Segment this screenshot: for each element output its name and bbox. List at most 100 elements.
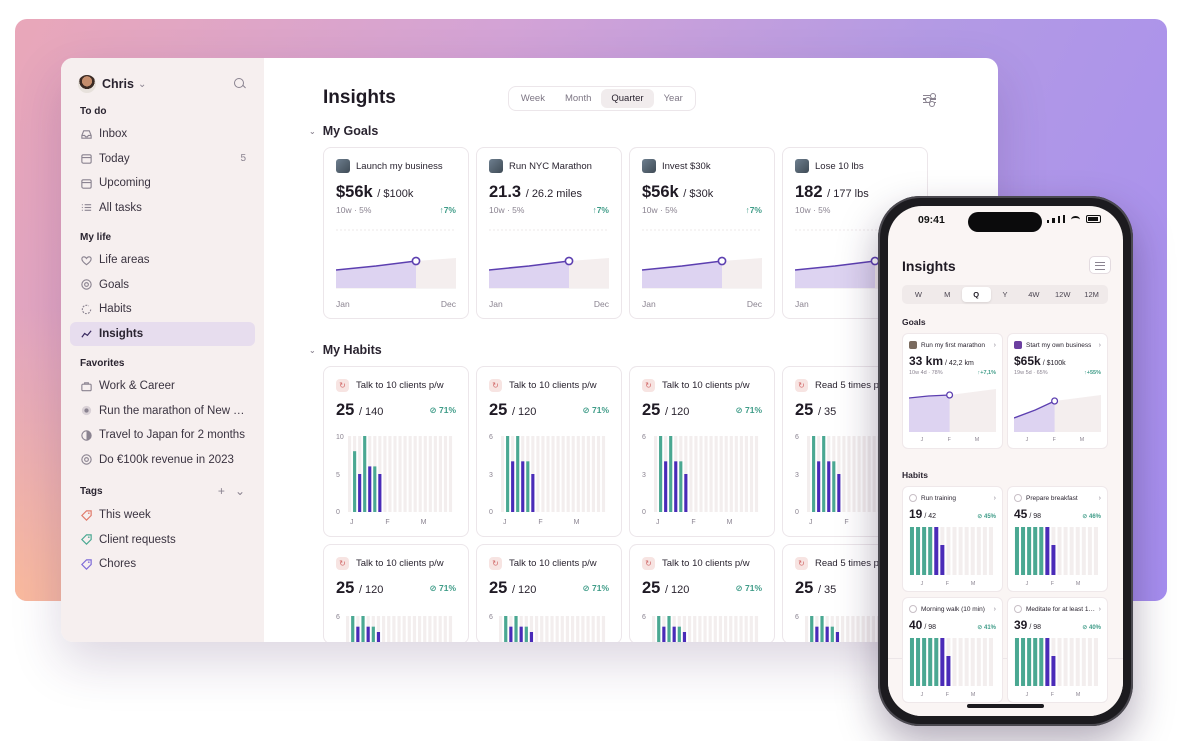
favorite-item[interactable]: Do €100k revenue in 2023 <box>70 448 255 473</box>
period-tab[interactable]: Month <box>564 92 592 104</box>
bar-slot <box>423 436 427 512</box>
habit-card[interactable]: ↻ Talk to 10 clients p/w 25 / 120 ⊘ 71% 6 <box>629 544 775 642</box>
habit-card[interactable]: ↻ Talk to 10 clients p/w 25 / 140 ⊘ 71% 10 5 0… <box>323 366 469 537</box>
x-tick-label: J <box>350 519 354 525</box>
x-tick-label: J <box>503 519 507 525</box>
habit-title: Talk to 10 clients p/w <box>356 379 444 391</box>
current-point <box>1051 397 1059 405</box>
chevron-right-icon[interactable]: › <box>993 341 996 349</box>
habit-percent: ⊘ 71% <box>735 583 763 593</box>
bar-slot <box>540 616 544 642</box>
goals-section-toggle[interactable]: ⌄ My Goals <box>309 124 998 138</box>
favorite-item[interactable]: Travel to Japan for 2 months <box>70 423 255 448</box>
tag-item[interactable]: Client requests <box>70 528 255 553</box>
tag-item[interactable]: Chores <box>70 552 255 577</box>
progress-area <box>336 261 416 288</box>
bar-slot <box>1069 638 1074 686</box>
chevron-right-icon[interactable]: › <box>1098 341 1101 349</box>
goal-card[interactable]: Invest $30k $56k / $30k 10w · 5% ↑7% Jan Dec <box>629 147 775 319</box>
chevron-down-icon[interactable]: ⌄ <box>234 484 245 498</box>
sidebar-item-insights[interactable]: Insights <box>70 321 255 346</box>
phone-habit-value: 39/ 98 ⊘ 40% <box>1014 618 1101 632</box>
habit-bar-chart: 6 3 0 J F M <box>642 434 759 526</box>
desktop-window: Chris ⌄ To do Inbox Today 5 Upcoming All tas… <box>61 58 998 642</box>
phone-habit-card[interactable]: Morning walk (10 min) › 40/ 98 ⊘ 41% J F M <box>902 597 1003 703</box>
progress-area <box>795 261 875 288</box>
sidebar-item-goals[interactable]: Goals <box>70 273 255 298</box>
period-tab[interactable]: Quarter <box>601 88 654 108</box>
phone-habit-card[interactable]: Meditate for at least 10 min›39/ 98⊘ 40%… <box>1007 597 1108 703</box>
cycle-icon: ↻ <box>489 378 502 392</box>
phone-goal-change: ↑+7,1% <box>977 370 997 376</box>
phone-period-tab[interactable]: W <box>914 290 922 299</box>
habit-card[interactable]: ↻ Talk to 10 clients p/w 25 / 120 ⊘ 71% 6 <box>323 544 469 642</box>
phone-screen: 09:41 Insights W M Q Y 4W 12W 12M Goals Habits… <box>888 206 1123 716</box>
phone-goal-meta-text: 10w 4d · 78% <box>909 370 943 376</box>
phone-habit-card[interactable]: Run training › 19/ 42 ⊘ 45% J F M <box>902 486 1003 592</box>
bar-slot <box>1075 527 1080 575</box>
sidebar-item-inbox[interactable]: Inbox <box>70 122 255 147</box>
habit-bar <box>822 436 826 512</box>
goal-card[interactable]: Launch my business $56k / $100k 10w · 5% ↑7… <box>323 147 469 319</box>
search-icon[interactable] <box>233 77 247 91</box>
phone-habit-card[interactable]: Prepare breakfast › 45/ 98 ⊘ 46% J F M <box>1007 486 1108 592</box>
habit-bar <box>361 616 365 642</box>
habit-card[interactable]: ↻ Talk to 10 clients p/w 25 / 120 ⊘ 71% 6 3 0 J… <box>629 366 775 537</box>
y-tick-label: 6 <box>795 614 799 621</box>
phone-period-tab[interactable]: Q <box>961 287 991 302</box>
phone-filter-icon[interactable] <box>1089 256 1111 274</box>
add-tag-icon[interactable]: + <box>217 484 225 498</box>
bar-slot <box>952 638 957 686</box>
y-tick-label: 6 <box>489 614 493 621</box>
period-tab[interactable]: Year <box>663 92 683 104</box>
habit-bar <box>825 626 829 642</box>
cycle-icon: ↻ <box>795 378 808 392</box>
phone-period-tab[interactable]: M <box>944 290 951 299</box>
phone-period-tab[interactable]: 12M <box>1084 290 1099 299</box>
calendar-icon <box>79 152 93 166</box>
habits-section-toggle[interactable]: ⌄ My Habits <box>309 343 998 357</box>
habit-bar <box>928 638 933 686</box>
chevron-right-icon[interactable]: › <box>1098 494 1101 502</box>
phone-habit-value: 45/ 98 ⊘ 46% <box>1014 507 1101 521</box>
period-tab[interactable]: Week <box>520 92 545 104</box>
sidebar-item-habits[interactable]: Habits <box>70 297 255 322</box>
tag-item[interactable]: This week <box>70 503 255 528</box>
x-tick-label: J <box>1026 437 1029 442</box>
phone-habit-percent: ⊘ 41% <box>977 625 996 631</box>
sidebar-item-today[interactable]: Today 5 <box>70 147 255 172</box>
habit-card[interactable]: ↻ Talk to 10 clients p/w 25 / 120 ⊘ 71% 6 <box>476 544 622 642</box>
habit-bar-chart: 10 5 0 J F M <box>336 434 453 526</box>
habit-bar <box>677 626 681 642</box>
habit-stats: 25 / 120 ⊘ 71% <box>489 401 609 420</box>
sidebar-item-upcoming[interactable]: Upcoming <box>70 171 255 196</box>
favorite-item[interactable]: Work & Career <box>70 374 255 399</box>
phone-period-tab[interactable]: 4W <box>1028 290 1040 299</box>
chevron-right-icon[interactable]: › <box>1098 605 1101 613</box>
phone-period-tab[interactable]: 12W <box>1055 290 1071 299</box>
filter-icon[interactable] <box>923 92 936 108</box>
chevron-right-icon[interactable]: › <box>993 605 996 613</box>
habit-bar-chart: 6 <box>489 614 606 642</box>
y-tick-label: 10 <box>336 434 344 441</box>
sidebar-item-all-tasks[interactable]: All tasks <box>70 196 255 221</box>
habit-bar <box>934 527 939 575</box>
goal-card[interactable]: Run NYC Marathon 21.3 / 26.2 miles 10w · 5… <box>476 147 622 319</box>
phone-period-tab[interactable]: Y <box>1002 290 1008 299</box>
habit-title: Read 5 times p/w <box>815 379 889 391</box>
favorite-item[interactable]: Run the marathon of New York <box>70 399 255 424</box>
phone-goal-card[interactable]: Run my first marathon › 33 km/ 42,2 km 10w … <box>902 333 1003 449</box>
favorites-list: Work & Career Run the marathon of New Yor… <box>70 374 255 472</box>
sidebar-item-life-areas[interactable]: Life areas <box>70 248 255 273</box>
bar-slot <box>729 616 733 642</box>
main-header: Insights Week Month Quarter Year <box>323 85 943 111</box>
habit-card[interactable]: ↻ Talk to 10 clients p/w 25 / 120 ⊘ 71% 6 3 0 J… <box>476 366 622 537</box>
habit-bar <box>516 436 520 512</box>
phone-goal-card[interactable]: Start my own business › $65k / $100k 19w 5d … <box>1007 333 1108 449</box>
bar-slot <box>654 436 658 512</box>
habit-percent: ⊘ 71% <box>735 405 763 415</box>
x-tick-label: J <box>921 692 924 698</box>
chevron-right-icon[interactable]: › <box>993 494 996 502</box>
user-menu[interactable]: Chris ⌄ <box>70 74 255 94</box>
bar-slot <box>964 638 969 686</box>
